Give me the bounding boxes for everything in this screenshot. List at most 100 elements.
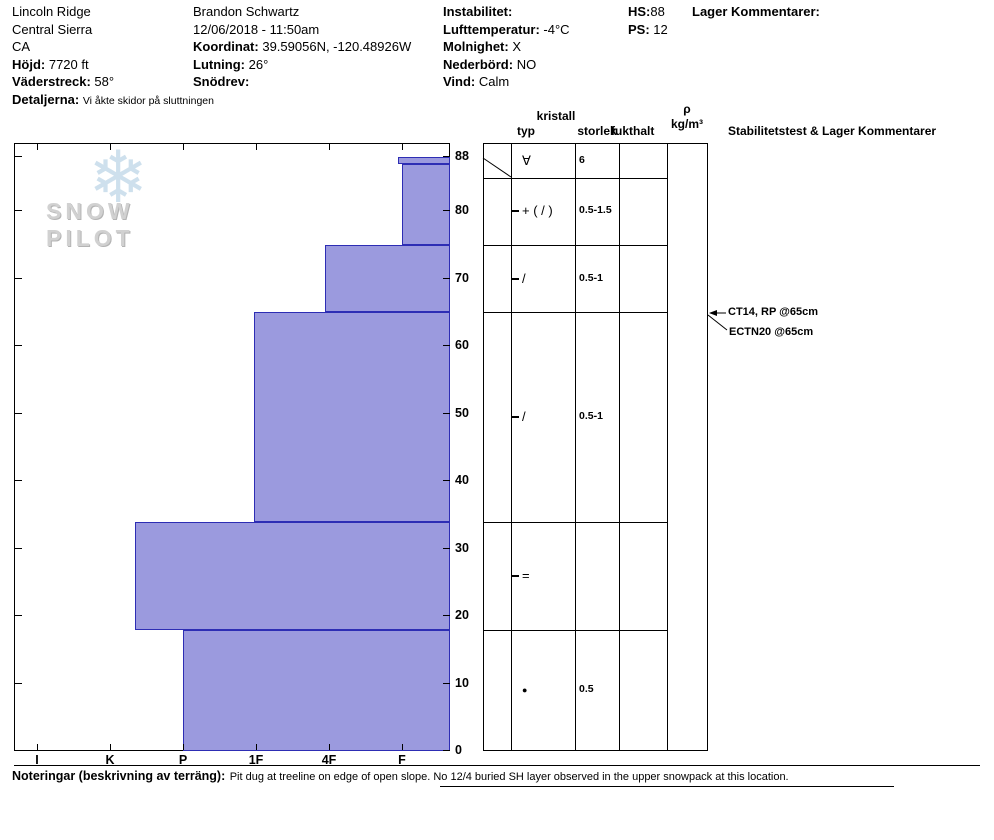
y-axis-tick [443,277,450,279]
x-axis-tick [183,744,184,750]
footer-underline [440,786,894,787]
slope-angle-label: Lutning: [193,56,245,72]
x-axis-tick [402,144,403,150]
elevation-row: Höjd: 7720 ft [12,56,214,74]
grain-table-row-line [483,521,667,523]
y-axis-tick-label: 40 [455,473,469,487]
grain-size-value: 0.5-1 [579,271,603,284]
y-axis-tick [15,156,22,157]
ps-label: PS: [628,21,650,37]
y-axis-tick [443,750,450,751]
hs-value: 88 [650,4,665,19]
instability-label: Instabilitet: [443,4,513,19]
x-axis-tick [37,144,38,150]
aspect-value: 58° [94,74,115,89]
density-symbol-header: ρ [683,102,691,116]
y-axis-tick [443,412,450,414]
footer-notes-text: Pit dug at treeline on edge of open slop… [229,771,789,783]
y-axis-tick [443,156,450,157]
y-axis-tick [15,412,22,414]
y-axis-tick [15,277,22,279]
grain-type-symbol: ∀ [522,152,531,168]
region-name: Central Sierra [12,21,93,37]
x-axis-tick [110,144,111,150]
y-axis-tick [15,750,22,751]
grain-row-tick [512,277,519,280]
x-axis-tick-label: I [35,753,39,767]
wind-row: Vind: Calm [443,73,570,91]
aspect-label: Väderstreck: [12,74,91,89]
snowflake-icon: ❄ [88,138,149,218]
snow-layer-bar [253,312,450,522]
wind-label: Vind: [443,74,476,89]
elevation-value: 7720 ft [48,56,89,72]
x-axis-tick [329,744,330,750]
fukthalt-header: fukthalt [611,124,655,138]
header-weather-column: Instabilitet: Lufttemperatur: -4°C Molni… [443,3,570,91]
kristall-header: kristall [536,109,576,123]
y-axis-tick [15,615,22,616]
table-line-fukthalt [619,143,620,751]
coordinates-row: Koordinat: 39.59056N, -120.48926W [193,38,411,56]
sky-label: Molnighet: [443,39,509,54]
snowpilot-logo: ❄ SNOW PILOT [40,142,220,251]
x-axis-tick [256,144,257,150]
table-line-bottom [483,750,708,751]
precip-value: NO [516,56,537,72]
y-axis-tick-label: 88 [455,149,469,163]
snowpilot-wordmark: SNOW PILOT [46,198,134,251]
snow-layer-bar [183,629,450,751]
density-units-header: kg/m³ [670,117,703,131]
table-line-left [483,143,484,751]
y-axis-tick-label: 20 [455,608,469,622]
y-axis-tick [15,547,22,549]
y-axis-tick-label: 70 [455,270,469,285]
footer-separator-line [14,765,980,766]
observation-datetime: 12/06/2018 - 11:50am [193,21,320,37]
grain-table-row-line [483,244,667,246]
header-hs-column: HS:88 PS: 12 [628,3,668,38]
precip-label: Nederbörd: [443,56,514,72]
wind-loading-row: Snödrev: [193,73,411,91]
x-axis-tick [183,144,184,150]
y-axis-tick [15,210,22,211]
table-line-top [483,143,708,144]
layer-comments-label: Lager Kommentarer: [692,4,820,19]
state-name: CA [12,39,31,54]
grain-type-symbol: / [522,270,526,286]
snow-layer-bar [398,157,450,164]
slope-angle-row: Lutning: 26° [193,56,411,74]
elevation-label: Höjd: [12,56,46,72]
precip-row: Nederbörd: NO [443,56,570,74]
grain-table-row-line [483,312,667,314]
coordinates-value: 39.59056N, -120.48926W [262,39,412,54]
header-layer-comments-column: Lager Kommentarer: [692,3,820,21]
details-label: Detaljerna: [12,91,80,107]
air-temp-value: -4°C [543,21,570,37]
table-line-density-right [707,143,708,751]
hs-row: HS:88 [628,3,668,21]
x-axis-tick [256,744,257,750]
y-axis-tick [15,345,22,346]
footer-notes-label: Noteringar (beskrivning av terräng): [12,769,226,783]
x-axis-tick-label: F [398,753,406,767]
x-axis-tick-label: 1F [248,753,264,767]
observer-name: Brandon Schwartz [193,4,300,19]
grain-size-value: 0.5-1.5 [579,204,612,217]
y-axis-tick [443,547,450,549]
snow-layer-bar [402,163,450,245]
x-axis-tick [37,744,38,750]
header-location-column: Lincoln Ridge Central Sierra CA Höjd: 77… [12,3,214,110]
y-axis-tick-label: 60 [455,338,469,352]
details-row: Detaljerna: Vi åkte skidor på sluttninge… [12,91,214,111]
air-temp-label: Lufttemperatur: [443,21,540,37]
grain-size-value: 0.5 [579,683,594,696]
aspect-row: Väderstreck: 58° [12,73,214,91]
layer-comments-heading: Lager Kommentarer: [692,3,820,21]
y-axis-tick [15,682,22,684]
table-line-typ [511,143,512,751]
air-temp-row: Lufttemperatur: -4°C [443,21,570,39]
y-axis-tick [443,615,450,616]
table-line-density-left [667,143,668,751]
